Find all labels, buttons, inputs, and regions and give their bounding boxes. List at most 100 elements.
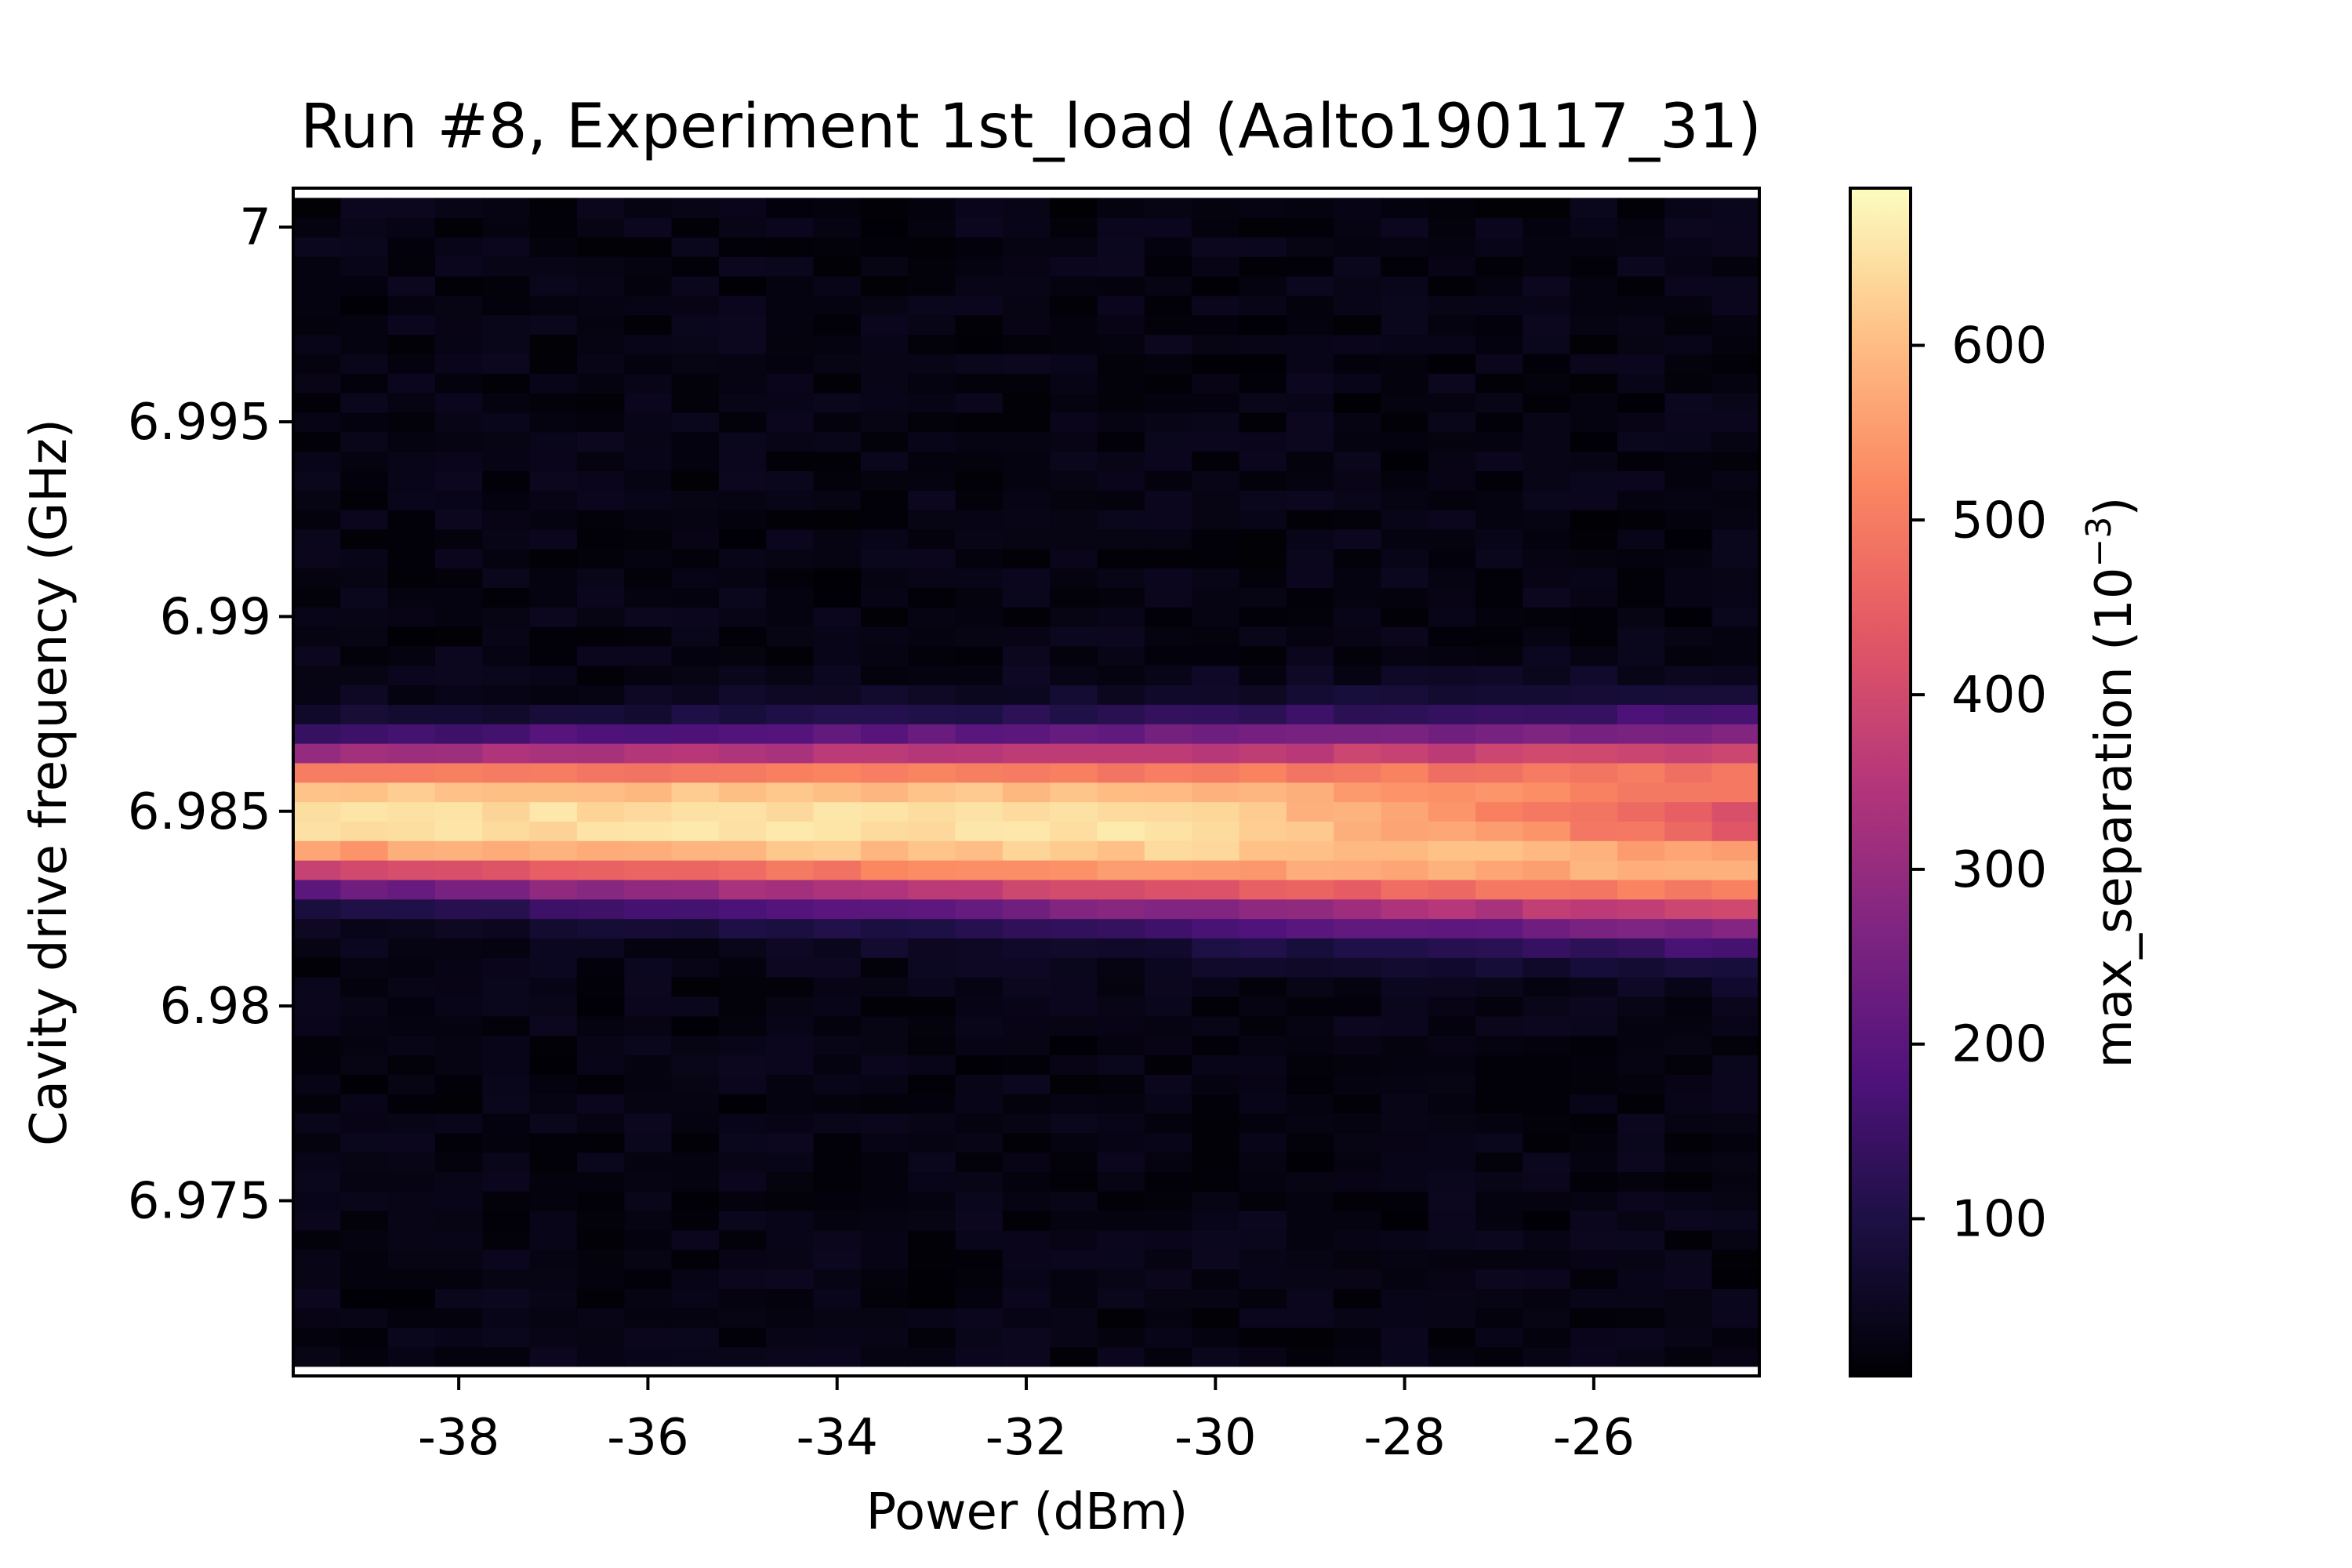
heatmap-cell bbox=[1475, 1346, 1524, 1367]
heatmap-cell bbox=[908, 1229, 956, 1250]
heatmap-cell bbox=[1144, 782, 1192, 803]
heatmap-cell bbox=[1475, 742, 1524, 764]
heatmap-cell bbox=[718, 1015, 768, 1036]
heatmap-cell bbox=[340, 275, 389, 296]
heatmap-cell bbox=[1144, 412, 1192, 433]
heatmap-cell bbox=[1050, 762, 1098, 783]
heatmap-cell bbox=[766, 704, 815, 724]
heatmap-cell bbox=[671, 470, 720, 491]
heatmap-cell bbox=[1664, 217, 1713, 238]
heatmap-cell bbox=[434, 275, 484, 296]
heatmap-cell bbox=[576, 587, 626, 608]
heatmap-cell bbox=[1239, 528, 1287, 550]
heatmap-cell bbox=[955, 645, 1004, 666]
heatmap-cell bbox=[1239, 237, 1287, 257]
heatmap-cell bbox=[1286, 334, 1334, 354]
heatmap-cell bbox=[860, 859, 909, 880]
heatmap-cell bbox=[1050, 859, 1098, 880]
heatmap-cell bbox=[860, 626, 909, 647]
heatmap-cell bbox=[1428, 489, 1476, 510]
heatmap-cell bbox=[813, 1015, 862, 1036]
heatmap-cell bbox=[1428, 1308, 1476, 1328]
heatmap-cell bbox=[908, 645, 956, 666]
heatmap-cell bbox=[860, 470, 909, 491]
heatmap-cell bbox=[813, 606, 862, 627]
heatmap-cell bbox=[293, 1288, 342, 1308]
heatmap-cell bbox=[1144, 509, 1192, 530]
heatmap-cell bbox=[434, 1112, 484, 1134]
heatmap-cell bbox=[908, 1210, 956, 1231]
heatmap-cell bbox=[671, 742, 720, 764]
heatmap-cell bbox=[482, 334, 531, 354]
heatmap-cell bbox=[1144, 821, 1192, 841]
heatmap-cell bbox=[482, 782, 531, 803]
heatmap-cell bbox=[293, 1112, 342, 1134]
heatmap-cell bbox=[624, 548, 673, 569]
heatmap-cell bbox=[1381, 1327, 1429, 1348]
heatmap-cell bbox=[718, 859, 768, 880]
heatmap-cell bbox=[860, 879, 909, 900]
heatmap-cell bbox=[434, 1035, 484, 1056]
heatmap-cell bbox=[340, 1132, 389, 1153]
heatmap-cell bbox=[1002, 451, 1051, 471]
heatmap-cell bbox=[1144, 1035, 1192, 1056]
heatmap-cell bbox=[955, 275, 1004, 296]
heatmap-cell bbox=[529, 314, 578, 336]
heatmap-cell bbox=[624, 1074, 673, 1094]
heatmap-cell bbox=[1523, 237, 1571, 257]
heatmap-cell bbox=[434, 431, 484, 452]
heatmap-cell bbox=[1144, 1112, 1192, 1134]
heatmap-cell bbox=[529, 1229, 578, 1250]
heatmap-cell bbox=[576, 1112, 626, 1134]
heatmap-cell bbox=[813, 1346, 862, 1367]
heatmap-cell bbox=[1711, 1191, 1760, 1211]
heatmap-cell bbox=[1239, 275, 1287, 296]
heatmap-cell bbox=[1570, 1288, 1618, 1308]
heatmap-cell bbox=[293, 509, 342, 530]
heatmap-cell bbox=[1664, 996, 1713, 1017]
heatmap-cell bbox=[1381, 548, 1429, 569]
heatmap-cell bbox=[1475, 568, 1524, 588]
heatmap-cell bbox=[1097, 645, 1145, 666]
heatmap-cell bbox=[1334, 1074, 1382, 1094]
heatmap-cell bbox=[1286, 1288, 1334, 1308]
heatmap-cell bbox=[718, 1093, 768, 1114]
heatmap-cell bbox=[340, 334, 389, 354]
heatmap-cell bbox=[813, 957, 862, 978]
heatmap-cell bbox=[1050, 918, 1098, 938]
heatmap-cell bbox=[482, 665, 531, 686]
heatmap-cell bbox=[813, 431, 862, 452]
heatmap-cell bbox=[766, 509, 815, 530]
heatmap-cell bbox=[860, 957, 909, 978]
heatmap-cell bbox=[1334, 1015, 1382, 1036]
heatmap-cell bbox=[766, 821, 815, 841]
heatmap-cell bbox=[671, 1074, 720, 1094]
heatmap-cell bbox=[1428, 372, 1476, 394]
heatmap-cell bbox=[576, 1269, 626, 1290]
heatmap-cell bbox=[908, 1249, 956, 1270]
heatmap-cell bbox=[955, 548, 1004, 569]
heatmap-cell bbox=[860, 898, 909, 920]
heatmap-cell bbox=[1050, 1015, 1098, 1036]
heatmap-cell bbox=[1475, 1288, 1524, 1308]
heatmap-cell bbox=[955, 918, 1004, 938]
heatmap-cell bbox=[1097, 1249, 1145, 1270]
heatmap-cell bbox=[1428, 1054, 1476, 1075]
heatmap-cell bbox=[1617, 801, 1666, 822]
heatmap-cell bbox=[1428, 1269, 1476, 1290]
heatmap-cell bbox=[908, 938, 956, 958]
heatmap-cell bbox=[1192, 568, 1240, 588]
heatmap-cell bbox=[908, 1054, 956, 1075]
heatmap-cell bbox=[955, 372, 1004, 394]
heatmap-cell bbox=[1523, 996, 1571, 1017]
heatmap-cell bbox=[576, 1132, 626, 1153]
heatmap-cell bbox=[908, 1308, 956, 1328]
heatmap-cell bbox=[1523, 898, 1571, 920]
heatmap-cell bbox=[529, 684, 578, 705]
heatmap-cell bbox=[482, 548, 531, 569]
heatmap-cell bbox=[1523, 1229, 1571, 1250]
heatmap-cell bbox=[1617, 1288, 1666, 1308]
heatmap-cell bbox=[813, 801, 862, 822]
heatmap-cell bbox=[766, 918, 815, 938]
heatmap-cell bbox=[671, 645, 720, 666]
